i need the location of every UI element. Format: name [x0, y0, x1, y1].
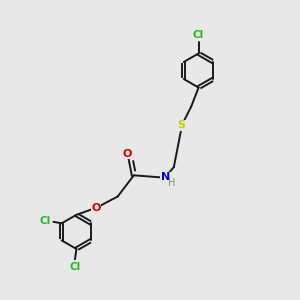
Text: N: N: [161, 172, 170, 182]
Text: S: S: [178, 120, 185, 130]
Text: Cl: Cl: [39, 216, 50, 226]
Text: O: O: [122, 148, 131, 158]
Text: Cl: Cl: [193, 30, 204, 40]
Text: H: H: [168, 178, 175, 188]
Text: O: O: [91, 203, 101, 213]
Text: Cl: Cl: [69, 262, 81, 272]
